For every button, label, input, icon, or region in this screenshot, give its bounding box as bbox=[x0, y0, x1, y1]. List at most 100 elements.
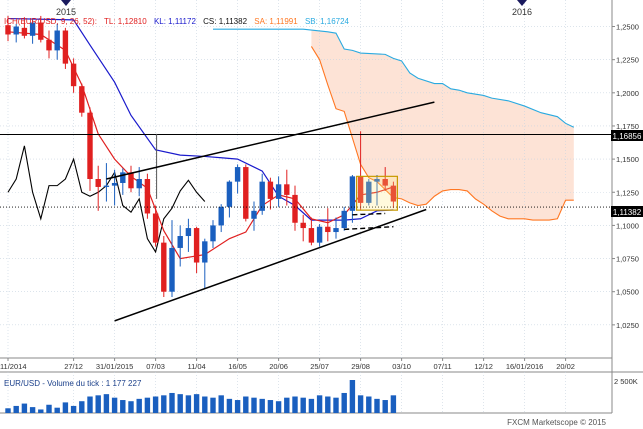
volume-bar bbox=[111, 397, 118, 413]
candle-bull bbox=[341, 210, 347, 229]
x-tick-label: 31/01/2015 bbox=[96, 362, 134, 371]
kijun-value: KL: 1,11172 bbox=[154, 17, 197, 26]
volume-bar bbox=[366, 396, 372, 413]
candle-bull bbox=[136, 179, 142, 189]
candle-bull bbox=[275, 184, 282, 199]
consolidation-box bbox=[356, 175, 399, 211]
candle-bear bbox=[325, 226, 331, 233]
candle-bull bbox=[374, 179, 380, 182]
span-b-value: SB: 1,16724 bbox=[305, 17, 350, 26]
volume-panel-title: EUR/USD - Volume du tick : 1 177 227 bbox=[4, 379, 142, 388]
volume-bar bbox=[292, 396, 298, 413]
volume-bar bbox=[152, 396, 159, 413]
candle-bear bbox=[144, 179, 151, 214]
y-tick-label: 1,2500 bbox=[616, 23, 639, 32]
volume-bar bbox=[87, 396, 93, 413]
volume-bar bbox=[62, 402, 69, 413]
candle-bear bbox=[128, 172, 134, 189]
y-tick-label: 1,2000 bbox=[616, 89, 639, 98]
candle-bear bbox=[193, 228, 200, 263]
volume-bar bbox=[103, 394, 110, 413]
volume-bar bbox=[284, 397, 290, 413]
volume-bar bbox=[136, 398, 142, 413]
candle-bear bbox=[5, 25, 11, 35]
x-tick-label: 07/11 bbox=[433, 362, 451, 371]
candle-bull bbox=[177, 236, 183, 248]
y-tick-label: 1,2250 bbox=[616, 56, 639, 65]
volume-bar bbox=[275, 401, 282, 413]
candle-bull bbox=[103, 185, 110, 187]
kumo-cloud bbox=[311, 30, 574, 221]
year-marker-2015: 2015 bbox=[56, 0, 76, 17]
candle-bear bbox=[161, 242, 167, 292]
candle-bull bbox=[366, 181, 372, 203]
year-marker-2016: 2016 bbox=[512, 0, 532, 17]
volume-bar bbox=[218, 395, 224, 413]
candle-bull bbox=[218, 206, 224, 226]
year-label-2016: 2016 bbox=[512, 7, 532, 17]
volume-bar bbox=[243, 396, 249, 413]
candle-bear bbox=[21, 27, 28, 36]
volume-bar bbox=[169, 392, 175, 413]
candle-bear bbox=[70, 63, 77, 87]
volume-bar bbox=[193, 394, 200, 413]
senkou-span-b-line bbox=[213, 28, 575, 128]
volume-axis-label: 2 500K bbox=[614, 377, 638, 386]
volume-bar bbox=[300, 397, 306, 413]
volume-bar bbox=[5, 408, 11, 413]
volume-bar bbox=[54, 407, 60, 413]
candle-bull bbox=[54, 30, 60, 51]
candle-bear bbox=[292, 194, 298, 223]
volume-bar bbox=[357, 395, 364, 413]
x-tick-label: 03/10 bbox=[392, 362, 411, 371]
volume-bar bbox=[374, 398, 380, 413]
volume-bar bbox=[267, 400, 274, 413]
volume-bar bbox=[316, 395, 323, 413]
candle-bull bbox=[226, 181, 233, 207]
x-tick-label: 11/04 bbox=[187, 362, 205, 371]
candle-bear bbox=[382, 179, 388, 186]
candle-bull bbox=[13, 26, 19, 35]
y-tick-label: 1,0500 bbox=[616, 288, 639, 297]
candle-bear bbox=[390, 185, 397, 202]
candle-bull bbox=[169, 247, 175, 292]
chikou-value: CS: 1,11382 bbox=[203, 17, 247, 26]
price-flag-current-label: 1,11382 bbox=[613, 208, 642, 217]
volume-bar bbox=[161, 395, 167, 413]
candle-bull bbox=[349, 176, 356, 211]
candle-bear bbox=[38, 22, 44, 40]
footer-credit: FXCM Marketscope © 2015 bbox=[507, 418, 606, 427]
volume-bar bbox=[382, 400, 388, 413]
x-tick-label: 01/11/2014 bbox=[0, 362, 26, 371]
candle-bull bbox=[120, 172, 126, 183]
y-tick-label: 1,0750 bbox=[616, 255, 639, 264]
dashed-support-line bbox=[344, 226, 394, 231]
tenkan-value: TL: 1,12810 bbox=[104, 17, 147, 26]
candle-bull bbox=[259, 181, 265, 211]
volume-bar bbox=[46, 404, 52, 413]
y-tick-label: 1,1000 bbox=[616, 221, 639, 230]
candle-bear bbox=[300, 222, 306, 229]
volume-bar bbox=[70, 405, 77, 413]
span-a-value: SA: 1,11991 bbox=[254, 17, 298, 26]
candle-bear bbox=[284, 184, 290, 195]
volume-bar bbox=[29, 407, 36, 413]
dashed-support-line bbox=[352, 212, 386, 216]
volume-bar bbox=[390, 395, 397, 413]
candle-bear bbox=[152, 213, 159, 243]
year-label-2015: 2015 bbox=[56, 7, 76, 17]
candle-bear bbox=[87, 112, 93, 179]
volume-bar bbox=[185, 395, 192, 413]
volume-bar bbox=[177, 394, 183, 413]
volume-bar bbox=[251, 397, 257, 413]
candle-bull bbox=[111, 182, 118, 186]
volume-bar bbox=[259, 398, 265, 413]
candle-bull bbox=[202, 241, 208, 263]
volume-bar bbox=[210, 397, 216, 413]
volume-bar bbox=[234, 400, 241, 413]
y-tick-label: 1,0250 bbox=[616, 321, 639, 330]
x-tick-label: 27/12 bbox=[64, 362, 83, 371]
volume-bar bbox=[79, 401, 85, 413]
